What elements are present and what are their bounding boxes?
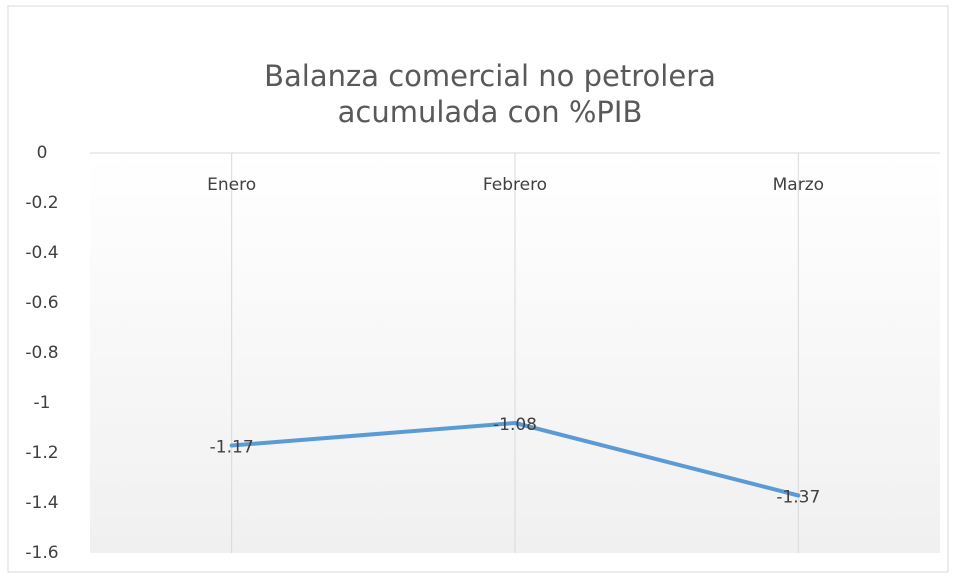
- y-tick-label: -1.4: [25, 493, 58, 513]
- x-tick-label: Marzo: [773, 175, 824, 195]
- x-tick-label: Febrero: [483, 175, 547, 195]
- y-tick-label: -1: [34, 393, 51, 413]
- data-label: -1.08: [493, 415, 537, 435]
- data-label: -1.37: [776, 488, 820, 508]
- y-tick-label: -1.6: [25, 543, 58, 563]
- data-label: -1.17: [210, 438, 254, 458]
- y-tick-label: 0: [37, 143, 48, 163]
- y-tick-label: -0.2: [25, 193, 58, 213]
- chart-title: Balanza comercial no petrolera acumulada…: [264, 59, 716, 129]
- data-line: [229, 421, 801, 498]
- y-tick-label: -1.2: [25, 443, 58, 463]
- x-tick-label: Enero: [207, 175, 256, 195]
- y-tick-label: -0.4: [25, 243, 58, 263]
- y-tick-label: -0.6: [25, 293, 58, 313]
- y-tick-label: -0.8: [25, 343, 58, 363]
